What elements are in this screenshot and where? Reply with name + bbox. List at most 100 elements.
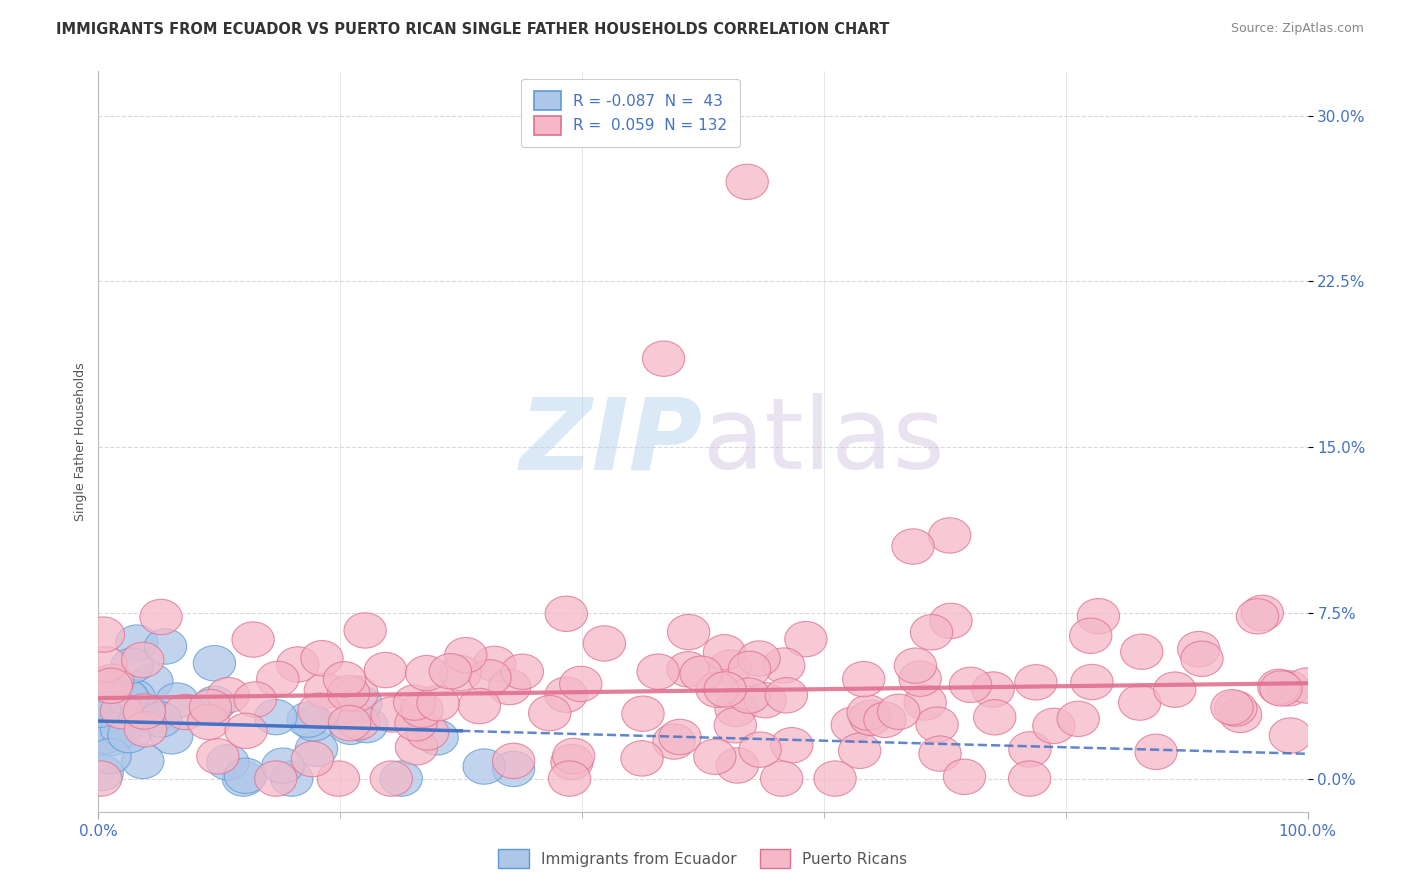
Ellipse shape: [1032, 708, 1076, 744]
Ellipse shape: [714, 707, 756, 743]
Ellipse shape: [232, 622, 274, 657]
Ellipse shape: [716, 747, 759, 783]
Ellipse shape: [972, 672, 1014, 707]
Ellipse shape: [765, 678, 807, 713]
Ellipse shape: [842, 662, 884, 697]
Ellipse shape: [121, 642, 165, 678]
Ellipse shape: [666, 652, 709, 687]
Ellipse shape: [323, 662, 366, 697]
Ellipse shape: [728, 678, 770, 714]
Ellipse shape: [740, 732, 782, 767]
Ellipse shape: [190, 690, 232, 725]
Ellipse shape: [693, 739, 735, 774]
Ellipse shape: [89, 739, 131, 774]
Ellipse shape: [492, 751, 534, 787]
Ellipse shape: [301, 640, 343, 676]
Ellipse shape: [340, 686, 382, 722]
Ellipse shape: [546, 596, 588, 632]
Ellipse shape: [115, 694, 157, 730]
Ellipse shape: [131, 664, 173, 699]
Ellipse shape: [418, 686, 460, 721]
Ellipse shape: [105, 679, 148, 714]
Ellipse shape: [298, 693, 340, 729]
Ellipse shape: [187, 705, 229, 739]
Ellipse shape: [84, 718, 127, 754]
Ellipse shape: [277, 647, 319, 682]
Ellipse shape: [621, 740, 664, 776]
Ellipse shape: [318, 761, 360, 797]
Ellipse shape: [846, 695, 890, 731]
Ellipse shape: [262, 748, 304, 783]
Ellipse shape: [560, 666, 602, 702]
Ellipse shape: [637, 654, 679, 690]
Ellipse shape: [551, 745, 593, 780]
Ellipse shape: [287, 702, 329, 738]
Ellipse shape: [652, 724, 695, 759]
Ellipse shape: [1260, 671, 1302, 706]
Ellipse shape: [744, 682, 786, 718]
Ellipse shape: [371, 697, 413, 732]
Ellipse shape: [91, 664, 134, 699]
Ellipse shape: [406, 714, 449, 750]
Ellipse shape: [194, 686, 236, 722]
Ellipse shape: [548, 761, 591, 797]
Ellipse shape: [1178, 632, 1220, 667]
Ellipse shape: [1285, 668, 1327, 703]
Ellipse shape: [111, 684, 153, 720]
Ellipse shape: [132, 698, 174, 733]
Ellipse shape: [463, 749, 505, 784]
Ellipse shape: [696, 672, 738, 707]
Ellipse shape: [1071, 665, 1114, 699]
Ellipse shape: [80, 761, 122, 797]
Ellipse shape: [762, 648, 804, 683]
Ellipse shape: [233, 681, 277, 717]
Ellipse shape: [82, 667, 124, 702]
Ellipse shape: [1121, 634, 1163, 669]
Ellipse shape: [93, 698, 135, 733]
Ellipse shape: [877, 694, 920, 730]
Ellipse shape: [207, 745, 249, 780]
Ellipse shape: [292, 706, 335, 741]
Ellipse shape: [1077, 599, 1119, 634]
Ellipse shape: [222, 761, 264, 797]
Legend: Immigrants from Ecuador, Puerto Ricans: Immigrants from Ecuador, Puerto Ricans: [491, 841, 915, 875]
Ellipse shape: [1236, 599, 1278, 634]
Ellipse shape: [291, 741, 333, 777]
Ellipse shape: [738, 640, 780, 676]
Ellipse shape: [915, 706, 959, 742]
Ellipse shape: [458, 689, 501, 723]
Ellipse shape: [197, 739, 239, 774]
Ellipse shape: [94, 712, 136, 747]
Ellipse shape: [1057, 701, 1099, 737]
Ellipse shape: [1119, 685, 1161, 720]
Ellipse shape: [107, 680, 149, 715]
Ellipse shape: [405, 656, 447, 690]
Ellipse shape: [1070, 618, 1112, 654]
Ellipse shape: [124, 712, 167, 747]
Ellipse shape: [831, 707, 873, 743]
Ellipse shape: [344, 613, 387, 648]
Ellipse shape: [1008, 731, 1052, 767]
Ellipse shape: [668, 615, 710, 649]
Ellipse shape: [891, 529, 934, 565]
Ellipse shape: [83, 617, 125, 652]
Ellipse shape: [920, 736, 962, 772]
Ellipse shape: [949, 667, 991, 703]
Ellipse shape: [714, 691, 758, 726]
Ellipse shape: [1154, 672, 1197, 707]
Ellipse shape: [546, 677, 588, 713]
Ellipse shape: [583, 626, 626, 661]
Ellipse shape: [370, 761, 412, 797]
Ellipse shape: [1135, 734, 1177, 770]
Ellipse shape: [394, 685, 436, 720]
Legend: R = -0.087  N =  43, R =  0.059  N = 132: R = -0.087 N = 43, R = 0.059 N = 132: [522, 79, 740, 147]
Ellipse shape: [329, 709, 371, 745]
Ellipse shape: [838, 733, 880, 769]
Ellipse shape: [254, 761, 297, 797]
Ellipse shape: [761, 761, 803, 797]
Ellipse shape: [770, 728, 813, 763]
Ellipse shape: [328, 675, 370, 711]
Ellipse shape: [84, 647, 127, 682]
Ellipse shape: [225, 713, 267, 748]
Ellipse shape: [814, 761, 856, 797]
